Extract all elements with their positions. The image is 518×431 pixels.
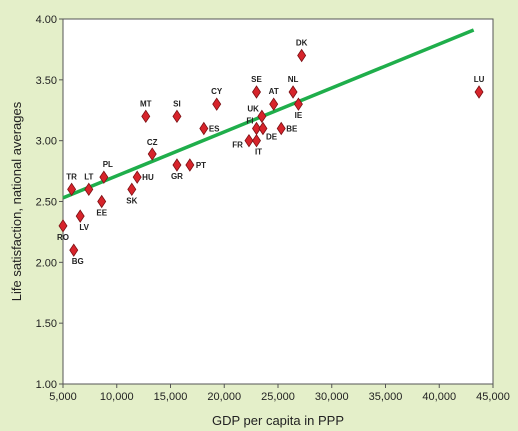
- x-tick-label: 30,000: [315, 391, 349, 403]
- data-point-dk: [297, 48, 307, 63]
- point-label-ee: EE: [96, 209, 107, 218]
- point-label-dk: DK: [296, 39, 308, 48]
- point-label-fi: FI: [246, 117, 253, 126]
- data-point-lu: [474, 85, 484, 99]
- point-label-hu: HU: [142, 173, 154, 182]
- data-point-fi: [252, 121, 261, 136]
- x-tick-label: 10,000: [100, 391, 134, 403]
- data-point-cz: [147, 147, 157, 161]
- data-point-de: [258, 121, 268, 136]
- y-tick-label: 2.00: [36, 257, 57, 269]
- point-label-uk: UK: [247, 104, 259, 113]
- x-tick-label: 25,000: [261, 391, 295, 403]
- point-label-sk: SK: [126, 196, 137, 205]
- plot-area: [62, 18, 494, 385]
- point-label-es: ES: [209, 125, 220, 134]
- data-point-bg: [69, 243, 79, 257]
- point-label-cz: CZ: [147, 138, 158, 147]
- y-tick-label: 4.00: [36, 14, 57, 26]
- trend-line: [62, 28, 475, 200]
- data-point-be: [276, 121, 286, 136]
- point-label-it: IT: [255, 148, 262, 157]
- y-tick-label: 2.50: [36, 197, 57, 209]
- y-tick-label: 1.00: [36, 379, 57, 391]
- x-tick-label: 35,000: [369, 391, 403, 403]
- y-axis: 1.00 1.50 2.00 2.50 3.00 3.50 4.00: [36, 14, 63, 391]
- point-label-mt: MT: [140, 99, 152, 108]
- point-label-lt: LT: [84, 172, 93, 181]
- data-point-lt: [84, 182, 94, 197]
- data-point-at: [269, 97, 279, 111]
- x-tick-label: 20,000: [207, 391, 241, 403]
- data-point-pt: [185, 158, 195, 172]
- point-label-be: BE: [286, 125, 298, 134]
- data-point-ro: [58, 219, 68, 233]
- point-label-fr: FR: [232, 141, 243, 150]
- data-point-si: [172, 109, 182, 124]
- data-point-ee: [97, 194, 107, 209]
- data-point-nl: [288, 85, 298, 99]
- y-axis-title: Life satisfaction, national averages: [9, 101, 24, 301]
- point-label-ro: RO: [57, 233, 69, 242]
- data-point-tr: [67, 182, 77, 197]
- data-point-uk: [257, 109, 267, 124]
- data-point-fr: [244, 133, 254, 148]
- data-point-pl: [99, 170, 109, 184]
- data-point-se: [252, 85, 261, 99]
- point-label-tr: TR: [66, 172, 77, 181]
- x-axis-title: GDP per capita in PPP: [212, 413, 344, 428]
- point-label-cy: CY: [211, 87, 223, 96]
- point-label-ie: IE: [295, 111, 303, 120]
- data-point-mt: [141, 109, 151, 124]
- point-label-pt: PT: [196, 161, 206, 170]
- point-label-pl: PL: [103, 160, 113, 169]
- point-label-lu: LU: [474, 75, 485, 84]
- data-point-sk: [127, 182, 137, 197]
- data-point-hu: [132, 170, 142, 184]
- data-points: RO BG TR LV LT EE PL SK HU MT CZ GR SI PT ES CY FR IT FI SE…: [57, 39, 485, 267]
- x-tick-label: 40,000: [422, 391, 456, 403]
- data-point-gr: [172, 158, 182, 172]
- point-label-se: SE: [251, 75, 262, 84]
- data-point-es: [199, 121, 209, 136]
- y-tick-label: 3.50: [36, 75, 57, 87]
- x-tick-label: 45,000: [476, 391, 510, 403]
- x-axis: 5,000 10,000 15,000 20,000 25,000 30,000 35,00…: [49, 384, 510, 403]
- point-label-si: SI: [173, 99, 181, 108]
- y-tick-label: 3.00: [36, 136, 57, 148]
- point-label-nl: NL: [288, 75, 299, 84]
- data-point-cy: [212, 97, 222, 111]
- y-tick-label: 1.50: [36, 318, 57, 330]
- point-label-de: DE: [266, 133, 278, 142]
- point-label-lv: LV: [79, 223, 89, 232]
- x-tick-label: 15,000: [154, 391, 188, 403]
- point-label-bg: BG: [72, 257, 84, 266]
- data-point-it: [252, 133, 261, 148]
- point-label-at: AT: [269, 87, 279, 96]
- data-point-ie: [293, 97, 303, 111]
- x-tick-label: 5,000: [49, 391, 77, 403]
- point-label-gr: GR: [171, 172, 183, 181]
- data-point-lv: [75, 209, 85, 223]
